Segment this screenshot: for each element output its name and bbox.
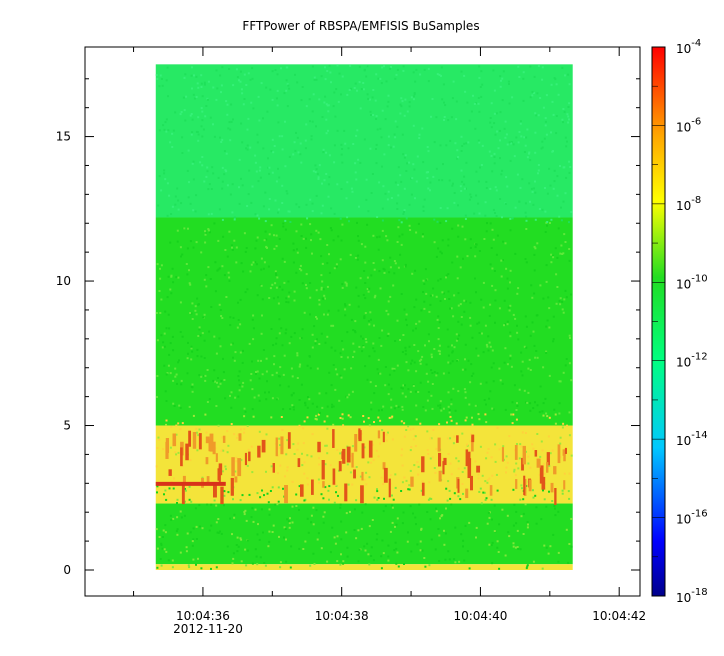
x-tick-label: 10:04:36 <box>176 609 230 623</box>
colorbar-tick-label: 10-18 <box>676 587 708 605</box>
colorbar-axis: 10-4 10-6 10-8 10-10 10-12 10-14 10-16 10-18 <box>652 38 708 605</box>
spectrogram-band <box>155 564 573 570</box>
spectrogram-band <box>155 217 573 426</box>
colorbar-tick-label: 10-6 <box>676 116 701 134</box>
colorbar-tick-label: 10-4 <box>676 38 701 56</box>
x-axis: 10:04:36 10:04:38 10:04:40 10:04:42 <box>133 47 646 623</box>
y-tick-label: 15 <box>56 130 71 144</box>
spectrogram-band <box>155 425 573 504</box>
y-tick-label: 5 <box>63 419 71 433</box>
y-axis: 0 5 10 15 <box>56 78 640 577</box>
y-tick-label: 10 <box>56 274 71 288</box>
intense-streaks <box>155 428 567 505</box>
x-tick-label: 10:04:42 <box>592 609 646 623</box>
colorbar-tick-label: 10-10 <box>676 273 708 291</box>
spectrogram-band <box>155 64 573 218</box>
x-tick-label: 10:04:38 <box>315 609 369 623</box>
colorbar-tick-label: 10-8 <box>676 195 701 213</box>
chart-title: FFTPower of RBSPA/EMFISIS BuSamples <box>242 19 479 33</box>
x-date-label: 2012-11-20 <box>173 622 243 636</box>
colorbar-tick-label: 10-16 <box>676 509 708 527</box>
colorbar-tick-label: 10-14 <box>676 430 708 448</box>
spectrogram-speckle <box>155 64 573 570</box>
x-tick-label: 10:04:40 <box>453 609 507 623</box>
y-tick-label: 0 <box>63 563 71 577</box>
spectrogram-band <box>155 503 573 565</box>
spectrogram-image <box>155 64 573 570</box>
intense-feature <box>155 481 226 486</box>
colorbar-tick-label: 10-12 <box>676 352 708 370</box>
